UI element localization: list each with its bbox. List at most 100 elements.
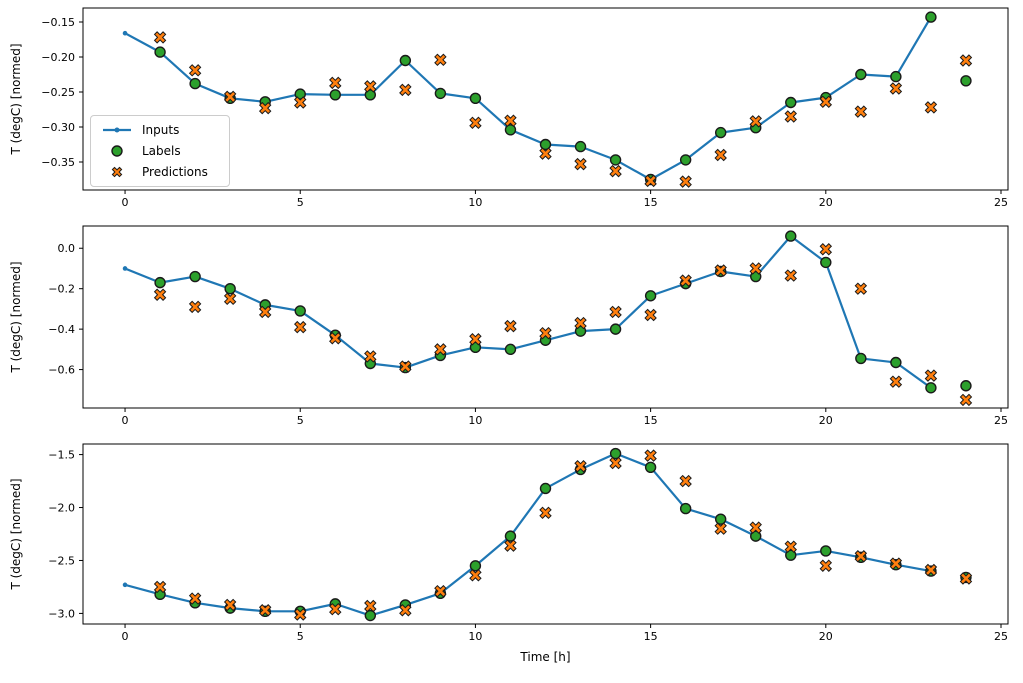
label-point xyxy=(189,270,201,283)
y-axis-label: T (degC) [normed] xyxy=(9,43,23,155)
prediction-point xyxy=(294,608,307,621)
x-tick-label: 25 xyxy=(994,196,1008,209)
y-axis-label: T (degC) [normed] xyxy=(9,261,23,373)
label-point xyxy=(154,276,166,289)
prediction-point xyxy=(609,305,622,319)
label-point xyxy=(329,89,341,101)
prediction-point xyxy=(959,572,973,585)
y-tick-label: −0.35 xyxy=(41,156,75,169)
prediction-point xyxy=(644,174,657,188)
prediction-point xyxy=(714,522,727,535)
prediction-point xyxy=(434,53,447,67)
prediction-point xyxy=(504,319,517,333)
x-tick-label: 20 xyxy=(819,414,833,427)
x-tick-label: 25 xyxy=(994,630,1008,643)
label-point xyxy=(820,256,832,269)
prediction-point xyxy=(188,592,202,605)
x-tick-label: 5 xyxy=(297,414,304,427)
prediction-point xyxy=(469,116,482,130)
y-tick-label: −1.5 xyxy=(48,449,75,462)
y-tick-label: −3.0 xyxy=(48,607,75,620)
y-tick-label: −0.15 xyxy=(41,16,75,29)
label-point xyxy=(890,70,902,83)
prediction-point xyxy=(434,343,447,356)
prediction-point xyxy=(784,110,797,123)
x-tick-label: 0 xyxy=(122,414,129,427)
prediction-point xyxy=(819,243,833,256)
x-tick-label: 20 xyxy=(819,630,833,643)
label-point xyxy=(714,126,727,139)
inputs-line-icon xyxy=(103,127,131,133)
y-tick-label: −0.20 xyxy=(41,51,75,64)
prediction-point xyxy=(188,300,202,314)
legend-item-predictions: Predictions xyxy=(100,164,220,180)
y-tick-label: −2.5 xyxy=(48,554,75,567)
prediction-point xyxy=(609,456,622,470)
legend-label-predictions: Predictions xyxy=(142,165,208,179)
y-tick-label: −0.25 xyxy=(41,86,75,99)
prediction-point xyxy=(504,114,517,127)
prediction-point xyxy=(819,559,833,572)
label-point xyxy=(609,154,622,166)
prediction-point xyxy=(924,369,938,382)
prediction-point xyxy=(924,563,938,577)
label-point xyxy=(469,560,482,572)
prediction-point xyxy=(469,333,482,346)
prediction-point xyxy=(434,584,447,598)
prediction-point xyxy=(959,393,973,407)
label-point xyxy=(644,290,657,302)
prediction-point xyxy=(819,95,833,109)
label-point xyxy=(609,447,622,460)
label-point xyxy=(539,138,552,151)
y-tick-label: −0.2 xyxy=(48,283,75,296)
axes-spines xyxy=(82,443,1009,625)
subplot-2: 0 5 10 15 20 25 0.0 −0.2 −0.4 −0.6 T (degC) [norme… xyxy=(9,225,1009,427)
prediction-point xyxy=(329,602,342,616)
axes-spines xyxy=(82,7,1009,191)
prediction-point xyxy=(714,148,727,162)
input-point xyxy=(122,266,128,271)
prediction-point xyxy=(294,96,307,109)
subplot-1: 0 5 10 15 20 25 −0.15 −0.20 −0.25 −0.30 −0.35 T (de… xyxy=(9,7,1009,209)
inputs-points xyxy=(122,14,934,182)
y-axis-label: T (degC) [normed] xyxy=(9,478,23,590)
prediction-point xyxy=(469,569,482,582)
prediction-point xyxy=(399,360,412,373)
prediction-point xyxy=(854,550,868,563)
x-tick-label: 15 xyxy=(644,196,658,209)
prediction-point xyxy=(258,101,272,115)
label-point xyxy=(609,323,622,335)
prediction-point xyxy=(784,269,797,282)
prediction-point xyxy=(889,82,903,95)
input-point xyxy=(122,30,128,36)
y-tick-label: −0.6 xyxy=(48,364,75,377)
prediction-point xyxy=(539,326,552,340)
label-point xyxy=(539,482,552,495)
legend: Inputs Labels Predictions xyxy=(90,115,230,187)
label-point xyxy=(679,154,692,166)
labels-points xyxy=(154,11,972,186)
prediction-point xyxy=(364,599,377,613)
inputs-points xyxy=(122,233,934,391)
inputs-points xyxy=(122,451,934,618)
label-point xyxy=(925,11,937,23)
prediction-point xyxy=(924,101,938,114)
y-tick-label: −2.0 xyxy=(48,502,75,515)
prediction-point xyxy=(399,83,412,97)
prediction-point xyxy=(679,474,692,488)
label-point xyxy=(504,343,517,356)
label-point xyxy=(960,75,972,87)
prediction-point xyxy=(609,164,622,178)
prediction-point xyxy=(854,105,868,118)
prediction-point xyxy=(223,90,237,104)
label-point xyxy=(960,380,972,392)
inputs-line xyxy=(123,235,933,389)
label-point xyxy=(399,54,412,67)
predictions-x-icon xyxy=(111,166,123,178)
x-tick-label: 10 xyxy=(468,630,482,643)
prediction-point xyxy=(329,332,342,345)
label-point xyxy=(785,96,797,109)
label-point xyxy=(154,46,166,58)
